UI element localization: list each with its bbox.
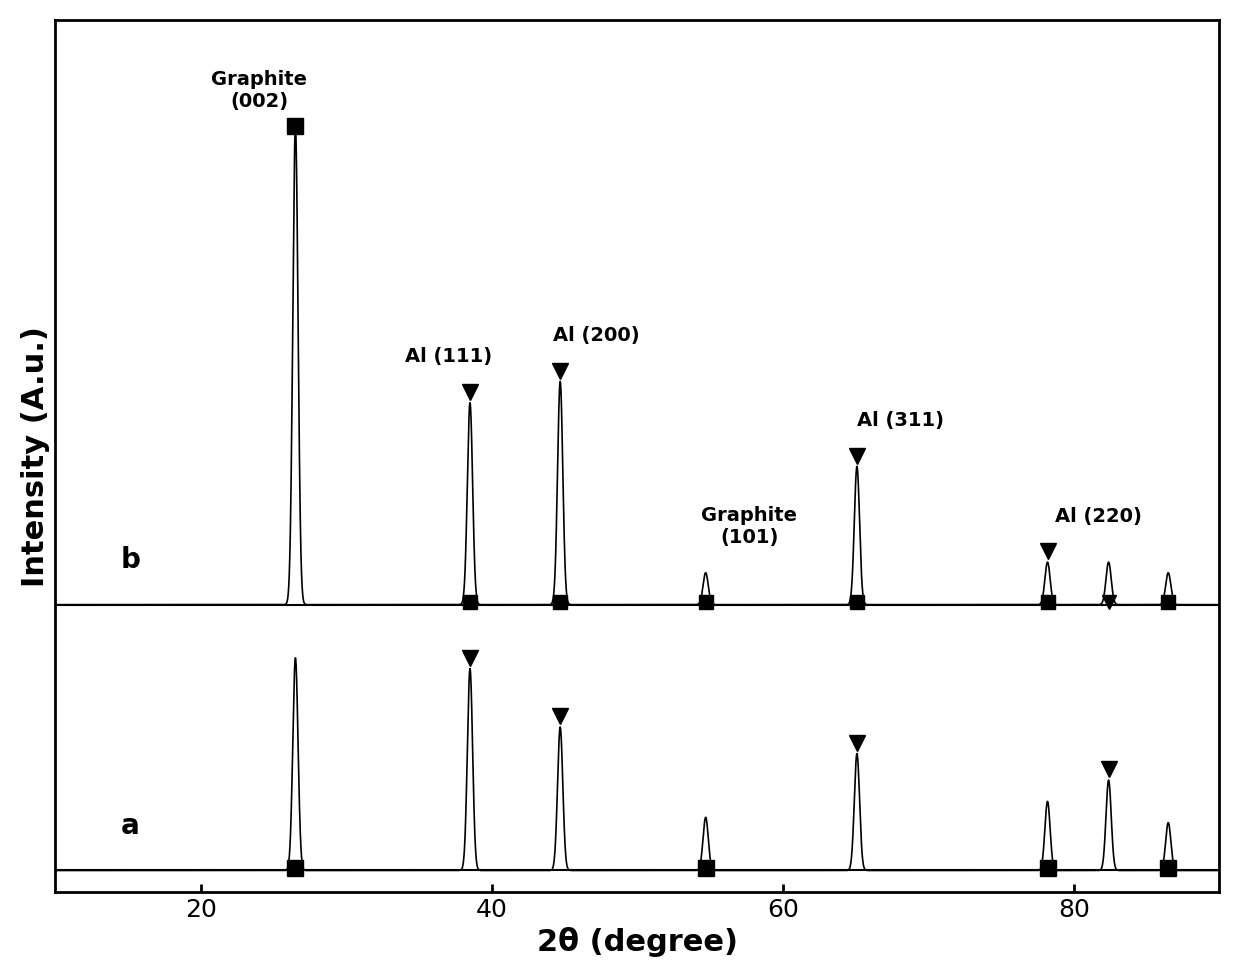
Text: Al (111): Al (111) [404, 347, 492, 366]
Text: b: b [120, 545, 140, 573]
Y-axis label: Intensity (A.u.): Intensity (A.u.) [21, 326, 50, 586]
Text: Graphite
(002): Graphite (002) [211, 70, 308, 111]
Text: Al (200): Al (200) [553, 325, 640, 345]
Text: Al (311): Al (311) [857, 410, 944, 430]
Text: Graphite
(101): Graphite (101) [702, 506, 797, 546]
Text: Al (220): Al (220) [1055, 506, 1142, 526]
X-axis label: 2θ (degree): 2θ (degree) [537, 926, 738, 956]
Text: a: a [120, 811, 140, 838]
